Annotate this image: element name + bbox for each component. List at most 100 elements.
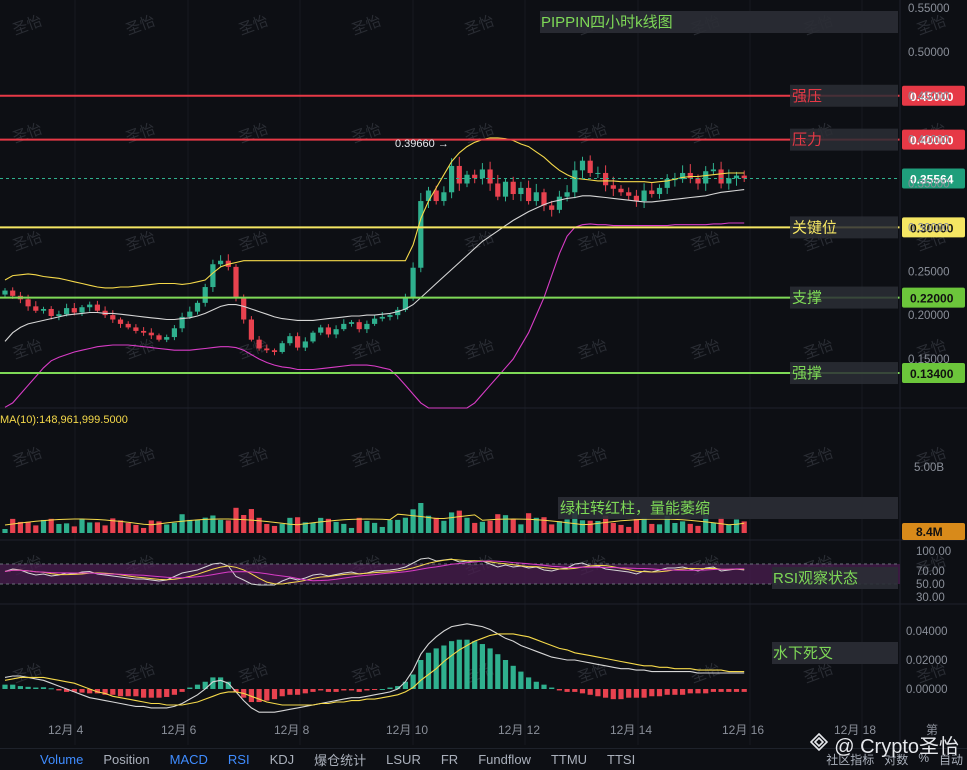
candle-body — [649, 190, 655, 195]
candle-body — [395, 309, 401, 316]
macd-histogram-bar — [156, 689, 162, 698]
macd-histogram-bar — [541, 684, 547, 689]
macd-histogram-bar — [533, 681, 539, 689]
macd-histogram-bar — [225, 681, 231, 689]
volume-bar — [133, 524, 139, 533]
candle-body — [741, 175, 747, 179]
toolbar-item-7[interactable]: FR — [440, 752, 459, 767]
candle-body — [33, 306, 39, 311]
toolbar-item-1[interactable]: Position — [103, 752, 150, 767]
candle-body — [194, 302, 201, 312]
candle-body — [341, 323, 347, 330]
toolbar-right-item-2[interactable]: % — [918, 751, 929, 765]
price-tag-current — [902, 168, 965, 189]
toolbar-right-item-1[interactable]: 对数 — [884, 753, 909, 767]
volume-bar — [395, 519, 401, 533]
volume-bar — [572, 511, 578, 533]
price-tag-current-label: 0.35564 — [910, 173, 954, 187]
macd-histogram-bar — [248, 689, 254, 703]
macd-histogram-bar — [441, 645, 447, 689]
macd-histogram-bar — [587, 689, 593, 695]
macd-tick-label: 0.04000 — [906, 626, 948, 638]
macd-histogram-bar — [71, 689, 77, 692]
volume-bar — [387, 519, 393, 533]
candle-body — [164, 337, 170, 340]
macd-histogram-bar — [10, 684, 16, 689]
macd-histogram-bar — [687, 689, 693, 694]
toolbar-item-4[interactable]: KDJ — [269, 752, 295, 767]
macd-histogram-bar — [402, 681, 408, 689]
macd-histogram-bar — [726, 689, 732, 692]
toolbar-item-5[interactable]: 爆仓统计 — [314, 753, 367, 768]
macd-histogram-bar — [618, 689, 624, 700]
toolbar-right-item-3[interactable]: 自动 — [938, 753, 963, 767]
macd-histogram-bar — [102, 689, 108, 695]
boll-mid-line — [4, 189, 745, 342]
candle-body — [603, 172, 609, 186]
volume-bar — [664, 515, 670, 533]
macd-histogram-bar — [680, 689, 686, 695]
macd-histogram-bar — [271, 689, 278, 700]
candle-body — [410, 267, 416, 298]
candle-body — [441, 192, 447, 202]
rsi-note: RSI观察状态 — [773, 569, 858, 587]
macd-histogram-bar — [664, 689, 670, 695]
candle-body — [348, 322, 355, 324]
candle-body — [633, 195, 639, 202]
candle-body — [703, 171, 709, 184]
volume-bar — [433, 517, 439, 533]
brand-watermark: @ Crypto圣怡 — [810, 730, 959, 759]
toolbar-item-2[interactable]: MACD — [169, 752, 208, 767]
toolbar-item-3[interactable]: RSI — [227, 752, 250, 767]
candle-body — [479, 169, 485, 179]
volume-note-box — [558, 497, 898, 519]
toolbar-item-9[interactable]: TTMU — [550, 752, 588, 767]
volume-note: 绿柱转红柱，量能萎缩 — [560, 500, 710, 517]
macd-histogram-bar — [425, 652, 432, 689]
macd-histogram-bar — [495, 654, 501, 689]
volume-bar — [418, 503, 424, 533]
volume-bar — [225, 520, 231, 533]
volume-bar — [87, 522, 93, 533]
volume-bar — [25, 521, 31, 533]
macd-note-box — [772, 642, 898, 664]
volume-pane: 5.00B 8.4M 绿柱转红柱，量能萎缩 — [2, 462, 965, 540]
macd-histogram-bar — [79, 689, 85, 693]
toolbar-item-6[interactable]: LSUR — [386, 752, 421, 767]
toolbar-item-0[interactable]: Volume — [40, 752, 84, 767]
volume-bar — [71, 526, 77, 533]
toolbar-item-10[interactable]: TTSI — [607, 752, 636, 767]
toolbar-item-8[interactable]: Fundflow — [478, 752, 531, 767]
macd-histogram-bar — [710, 689, 716, 692]
volume-bar — [156, 521, 162, 533]
candle-body — [156, 335, 162, 340]
candle-body — [387, 315, 393, 317]
price-tick-label: 0.45000 — [908, 91, 950, 103]
macd-histogram-bar — [148, 689, 154, 698]
volume-bar — [710, 522, 716, 533]
candle-body — [295, 336, 301, 348]
macd-histogram-bar — [564, 689, 570, 692]
candle-body — [64, 308, 70, 315]
volume-bar — [79, 518, 85, 533]
volume-bar — [117, 520, 124, 533]
candle-body — [125, 323, 131, 328]
price-tag — [902, 129, 965, 150]
macd-histogram-bar — [595, 689, 601, 697]
candle-body — [202, 287, 208, 303]
volume-bar — [194, 519, 201, 533]
volume-bar — [610, 522, 616, 533]
volume-bar — [187, 519, 193, 533]
candle-body — [79, 307, 85, 313]
volume-bar — [56, 523, 62, 533]
rsi-line-fast — [4, 557, 745, 586]
candle-body — [179, 316, 185, 329]
volume-bar — [364, 520, 370, 533]
level-label-box — [790, 216, 898, 239]
candle-body — [372, 318, 378, 324]
volume-ma-line — [4, 513, 745, 526]
toolbar-right-item-0[interactable]: 社区指标 — [826, 753, 875, 767]
candle-body — [549, 205, 555, 210]
macd-histogram-bar — [510, 665, 516, 689]
macd-histogram-bar — [325, 689, 331, 692]
